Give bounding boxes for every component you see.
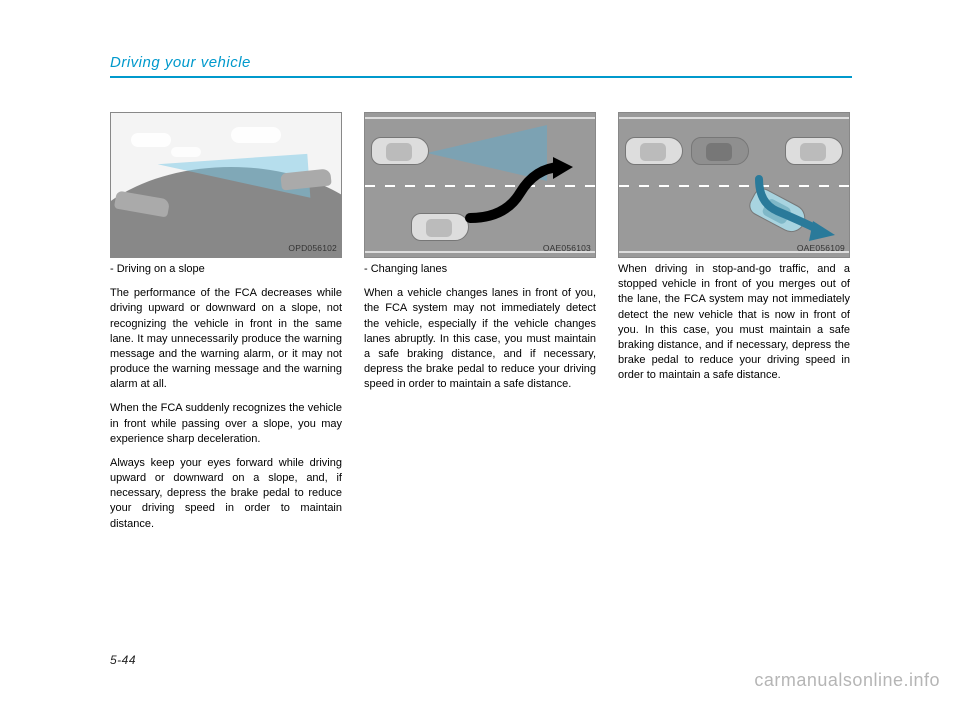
- car-icon: [785, 137, 843, 165]
- column-3: OAE056109 When driving in stop-and-go tr…: [618, 112, 850, 532]
- paragraph: When a vehicle changes lanes in front of…: [364, 286, 596, 392]
- paragraph: When driving in stop-and-go traffic, and…: [618, 262, 850, 383]
- cloud-icon: [131, 133, 171, 147]
- figure-slope: OPD056102: [110, 112, 342, 258]
- column-1: OPD056102 - Driving on a slope The perfo…: [110, 112, 342, 532]
- lane-line: [619, 117, 849, 119]
- subheading: - Changing lanes: [364, 262, 596, 277]
- car-icon: [691, 137, 749, 165]
- content-columns: OPD056102 - Driving on a slope The perfo…: [110, 112, 852, 532]
- car-icon: [411, 213, 469, 241]
- column-2: OAE056103 - Changing lanes When a vehicl…: [364, 112, 596, 532]
- cloud-icon: [171, 147, 201, 157]
- watermark: carmanualsonline.info: [754, 670, 940, 691]
- subheading: - Driving on a slope: [110, 262, 342, 277]
- car-icon: [371, 137, 429, 165]
- figure-label: OPD056102: [288, 243, 337, 253]
- body-text: - Changing lanes When a vehicle changes …: [364, 258, 596, 392]
- figure-label: OAE056109: [797, 243, 845, 253]
- body-text: When driving in stop-and-go traffic, and…: [618, 258, 850, 383]
- title-rule: [110, 76, 852, 78]
- page-number: 5-44: [110, 653, 136, 667]
- car-icon: [625, 137, 683, 165]
- body-text: - Driving on a slope The performance of …: [110, 258, 342, 532]
- figure-stop-and-go: OAE056109: [618, 112, 850, 258]
- paragraph: When the FCA suddenly recognizes the veh…: [110, 401, 342, 447]
- figure-label: OAE056103: [543, 243, 591, 253]
- cloud-icon: [231, 127, 281, 143]
- lane-line: [365, 117, 595, 119]
- paragraph: The performance of the FCA decreases whi…: [110, 286, 342, 392]
- paragraph: Always keep your eyes forward while driv…: [110, 456, 342, 532]
- figure-lane-change: OAE056103: [364, 112, 596, 258]
- arrow-icon: [751, 173, 841, 243]
- section-title: Driving your vehicle: [110, 54, 251, 71]
- arrow-icon: [465, 153, 575, 233]
